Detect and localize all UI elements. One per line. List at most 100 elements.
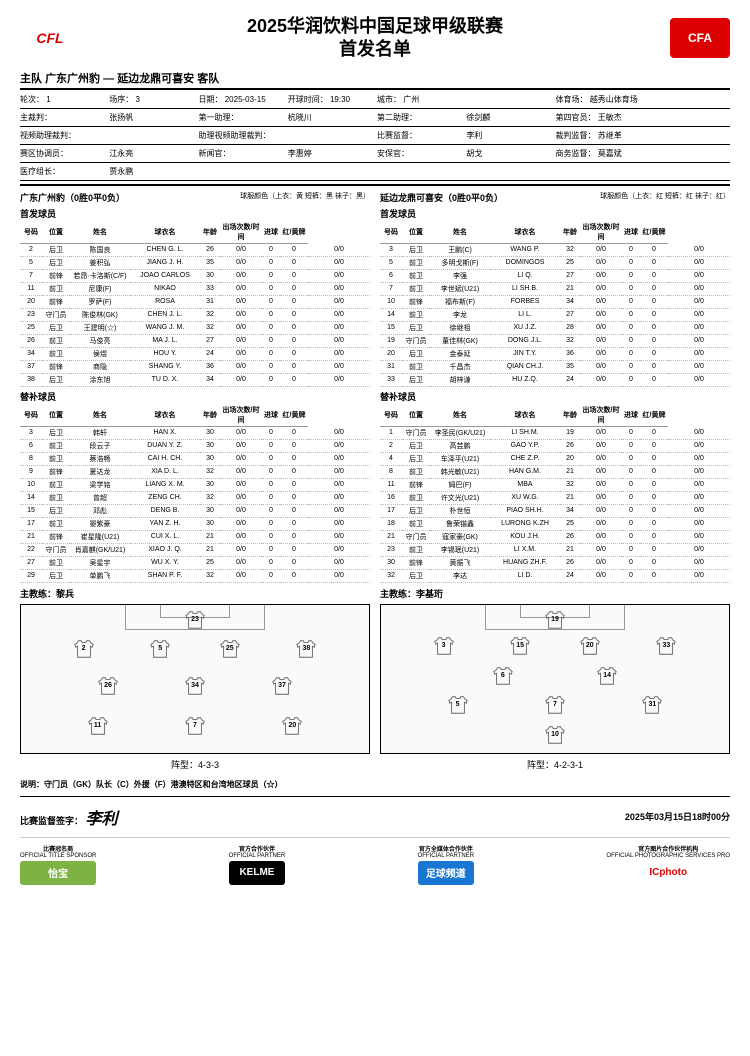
cell: 崔星隆(U21) xyxy=(70,530,130,543)
player-row: 33后卫胡梓谦HU Z.Q.240/0000/0 xyxy=(380,373,730,386)
jersey-icon: 3 xyxy=(433,635,455,657)
cell: WANG P. xyxy=(490,243,560,256)
cell: 32 xyxy=(200,308,220,321)
cell: 0 xyxy=(280,426,308,439)
cell: 0/0 xyxy=(220,569,262,582)
jersey-icon: 7 xyxy=(544,694,566,716)
player-row: 31前卫千昌杰QIAN CH.J.350/0000/0 xyxy=(380,360,730,373)
cell: 0 xyxy=(622,373,640,386)
cell: 6 xyxy=(20,439,42,452)
cell: 后卫 xyxy=(402,243,430,256)
col-header: 红/黄牌 xyxy=(280,404,308,427)
player-row: 15后卫徐继祖XU J.Z.280/0000/0 xyxy=(380,321,730,334)
away-coach: 李基珩 xyxy=(416,589,443,599)
cell: 0/0 xyxy=(580,478,622,491)
col-header: 进球 xyxy=(262,221,280,244)
cell: LI SH.B. xyxy=(490,282,560,295)
cell: 许文光(U21) xyxy=(430,491,490,504)
cell: 韩轩 xyxy=(70,426,130,439)
player-row: 34前卫侯煜HOU Y.240/0000/0 xyxy=(20,347,370,360)
cell: 0 xyxy=(622,517,640,530)
player-row: 21守门员寇家豪(GK)KOU J.H.260/0000/0 xyxy=(380,530,730,543)
cell: 20 xyxy=(20,295,42,308)
cell: 前卫 xyxy=(402,360,430,373)
cell: 前卫 xyxy=(402,543,430,556)
cell: 0 xyxy=(280,543,308,556)
signature: 李利 xyxy=(86,811,118,828)
cell: 24 xyxy=(560,373,580,386)
cell: 守门员 xyxy=(402,530,430,543)
cell: 28 xyxy=(560,321,580,334)
cell: 0/0 xyxy=(580,504,622,517)
info-cell: 新闻官： xyxy=(199,148,284,159)
cell: LI SH.M. xyxy=(490,426,560,439)
cell: 16 xyxy=(380,491,402,504)
cell: 0 xyxy=(280,321,308,334)
cell: 前锋 xyxy=(42,295,70,308)
col-header: 年龄 xyxy=(560,404,580,427)
cell: 36 xyxy=(560,347,580,360)
info-cell: 场序： 3 xyxy=(109,94,194,105)
cell: 前卫 xyxy=(42,439,70,452)
cell: WANG J. M. xyxy=(130,321,200,334)
cell: 前卫 xyxy=(42,282,70,295)
home-formation: 4-3-3 xyxy=(198,760,219,770)
cell: 0 xyxy=(262,504,280,517)
cell: 26 xyxy=(560,530,580,543)
cell: 前卫 xyxy=(42,334,70,347)
cell: 0/0 xyxy=(580,347,622,360)
away-jersey: 球服颜色（上衣：红 短裤：红 袜子：红） xyxy=(600,191,730,204)
cell: 26 xyxy=(200,243,220,256)
header: CFL 2025华润饮料中国足球甲级联赛 首发名单 CFA xyxy=(20,15,730,62)
cell: 0/0 xyxy=(308,373,370,386)
title-line2: 首发名单 xyxy=(247,38,503,61)
cell: 0 xyxy=(262,569,280,582)
jersey-icon: 31 xyxy=(641,694,663,716)
info-cell: 轮次： 1 xyxy=(20,94,105,105)
cell: 陈俊林(GK) xyxy=(70,308,130,321)
cell: 0/0 xyxy=(580,295,622,308)
cell: 0/0 xyxy=(220,256,262,269)
player-row: 5后卫姜积弘JIANG J. H.350/0000/0 xyxy=(20,256,370,269)
cell: MA J. L. xyxy=(130,334,200,347)
info-cell: 李惠婷 xyxy=(288,148,373,159)
cell: 侯煜 xyxy=(70,347,130,360)
starters-label: 首发球员 xyxy=(20,207,370,220)
cell: 0/0 xyxy=(580,556,622,569)
cell: 14 xyxy=(20,491,42,504)
cell: 0 xyxy=(622,543,640,556)
cell: HU Z.Q. xyxy=(490,373,560,386)
cell: 夏达龙 xyxy=(70,465,130,478)
cell: 0/0 xyxy=(668,569,730,582)
player-row: 19守门员董佳林(GK)DONG J.L.320/0000/0 xyxy=(380,334,730,347)
cell: 0/0 xyxy=(668,269,730,282)
cell: 0 xyxy=(262,478,280,491)
cell: 黄振飞 xyxy=(430,556,490,569)
cell: 前卫 xyxy=(402,256,430,269)
cell: 尼康(F) xyxy=(70,282,130,295)
away-column: 延边龙鼎可喜安（0胜0平0负）球服颜色（上衣：红 短裤：红 袜子：红） 首发球员… xyxy=(380,188,730,773)
player-row: 21前锋崔星隆(U21)CUI X. L.210/0000/0 xyxy=(20,530,370,543)
cell: DENG B. xyxy=(130,504,200,517)
cell: 2 xyxy=(20,243,42,256)
cell: 前锋 xyxy=(402,556,430,569)
jersey-icon: 19 xyxy=(544,609,566,631)
cell: 0 xyxy=(640,504,668,517)
cell: 0/0 xyxy=(668,439,730,452)
jersey-number: 37 xyxy=(278,682,286,689)
info-cell: 安保官： xyxy=(377,148,462,159)
away-starters-table: 号码位置姓名球衣名年龄出场次数/时间进球红/黄牌3后卫王鹏(C)WANG P.3… xyxy=(380,221,730,387)
cell: MBA xyxy=(490,478,560,491)
col-header: 年龄 xyxy=(200,404,220,427)
cell: 0 xyxy=(262,373,280,386)
cell: NIKAO xyxy=(130,282,200,295)
cell: 罗萨(F) xyxy=(70,295,130,308)
cell: 25 xyxy=(200,556,220,569)
cell: 0/0 xyxy=(220,452,262,465)
cell: SHANG Y. xyxy=(130,360,200,373)
cell: 0 xyxy=(280,295,308,308)
cell: 前锋 xyxy=(402,478,430,491)
cell: 0 xyxy=(262,465,280,478)
cell: 32 xyxy=(200,465,220,478)
sponsor: 官方全媒体合作伙伴 OFFICIAL PARTNER 足球频道 xyxy=(418,844,475,885)
